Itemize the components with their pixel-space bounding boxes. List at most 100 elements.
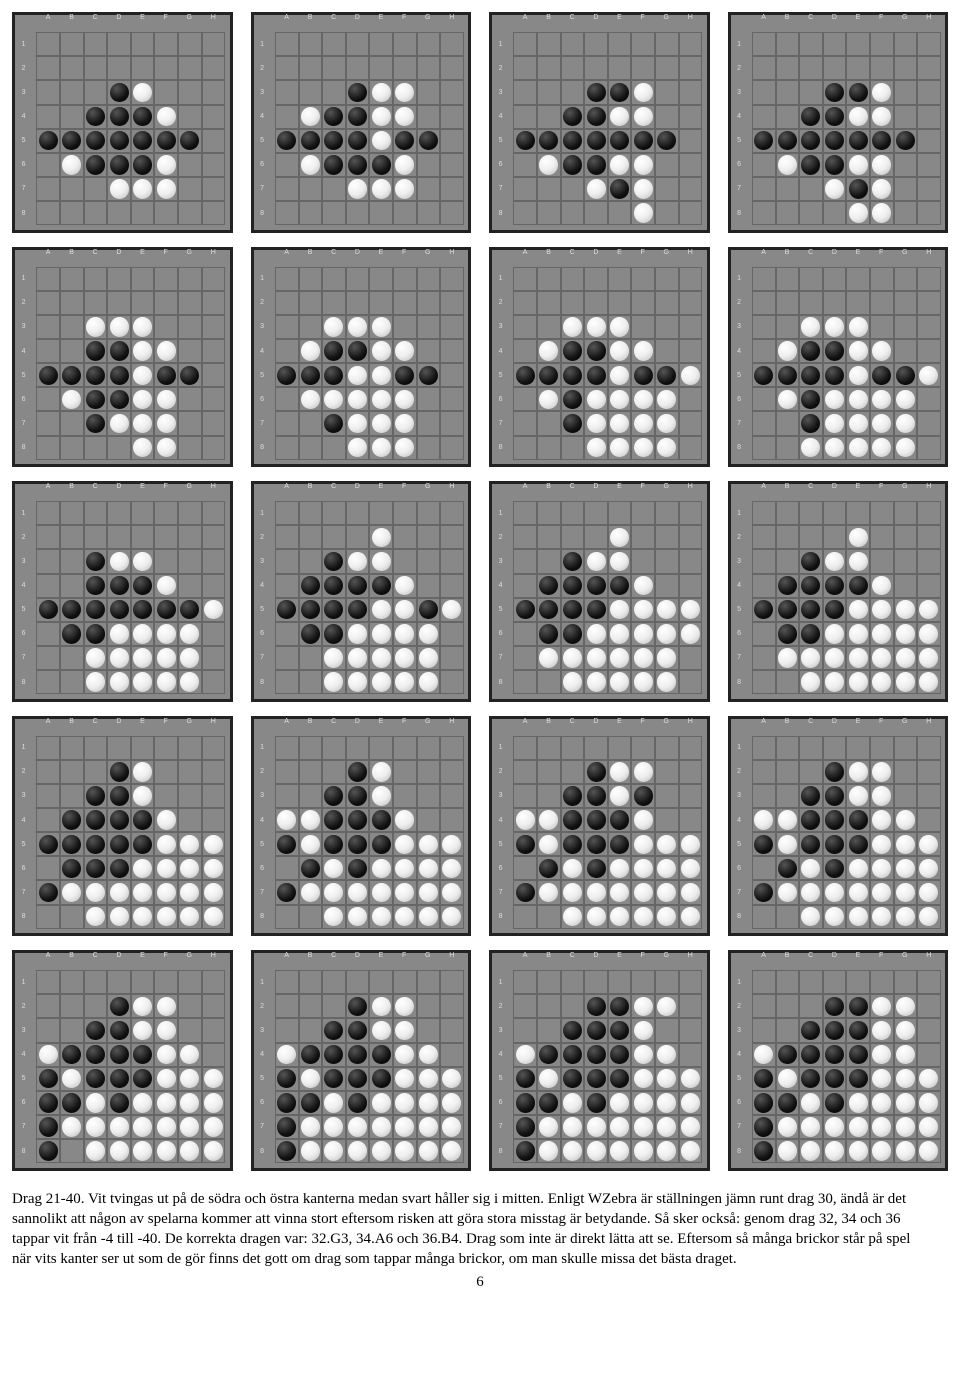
white-disc	[539, 390, 558, 409]
white-disc	[634, 576, 653, 595]
cell	[870, 880, 894, 904]
cell	[84, 315, 108, 339]
cell	[870, 501, 894, 525]
cell	[60, 201, 84, 225]
cell	[346, 1115, 370, 1139]
white-disc	[681, 1069, 700, 1088]
cell	[202, 1067, 226, 1091]
black-disc	[587, 786, 606, 805]
black-disc	[610, 83, 629, 102]
cell	[417, 267, 441, 291]
cell	[894, 574, 918, 598]
othello-board: ABCDEFGH12345678	[251, 247, 472, 468]
cell	[417, 1115, 441, 1139]
cell	[202, 970, 226, 994]
cell	[631, 363, 655, 387]
black-disc	[587, 576, 606, 595]
white-disc	[634, 414, 653, 433]
white-disc	[634, 835, 653, 854]
cell	[631, 1115, 655, 1139]
cell	[393, 970, 417, 994]
black-disc	[657, 366, 676, 385]
white-disc	[849, 883, 868, 902]
cell	[631, 177, 655, 201]
cell	[894, 598, 918, 622]
cell	[322, 56, 346, 80]
black-disc	[872, 366, 891, 385]
cell	[513, 646, 537, 670]
white-disc	[204, 859, 223, 878]
cell	[154, 905, 178, 929]
cell	[608, 1067, 632, 1091]
cell	[84, 646, 108, 670]
cell	[417, 363, 441, 387]
cell	[440, 1091, 464, 1115]
cell	[823, 129, 847, 153]
white-disc	[634, 907, 653, 926]
white-disc	[778, 390, 797, 409]
cell	[60, 574, 84, 598]
black-disc	[587, 859, 606, 878]
white-disc	[133, 390, 152, 409]
white-disc	[610, 762, 629, 781]
white-disc	[180, 624, 199, 643]
cell	[178, 622, 202, 646]
white-disc	[610, 624, 629, 643]
cell	[178, 525, 202, 549]
white-disc	[634, 762, 653, 781]
cell	[752, 970, 776, 994]
black-disc	[801, 414, 820, 433]
cell	[679, 105, 703, 129]
cell	[84, 387, 108, 411]
cell	[655, 80, 679, 104]
cell	[513, 1139, 537, 1163]
cell	[36, 646, 60, 670]
white-disc	[372, 528, 391, 547]
cell	[369, 1091, 393, 1115]
cell	[440, 56, 464, 80]
cell	[417, 1018, 441, 1042]
cell	[776, 736, 800, 760]
cell	[655, 201, 679, 225]
cell	[799, 646, 823, 670]
cell	[870, 905, 894, 929]
white-disc	[849, 672, 868, 691]
cell	[346, 994, 370, 1018]
white-disc	[919, 1141, 938, 1160]
cell	[202, 646, 226, 670]
white-disc	[657, 907, 676, 926]
white-disc	[419, 648, 438, 667]
cell	[584, 339, 608, 363]
cell	[369, 970, 393, 994]
cell	[202, 129, 226, 153]
cell	[369, 80, 393, 104]
white-disc	[348, 1117, 367, 1136]
cell	[393, 808, 417, 832]
cell	[322, 387, 346, 411]
cell	[154, 1091, 178, 1115]
cell	[60, 411, 84, 435]
cell	[299, 363, 323, 387]
cell	[131, 736, 155, 760]
cell	[84, 411, 108, 435]
white-disc	[587, 317, 606, 336]
cell	[60, 905, 84, 929]
cell	[346, 525, 370, 549]
cell	[84, 784, 108, 808]
cell	[823, 105, 847, 129]
cell	[799, 1018, 823, 1042]
cell	[752, 1067, 776, 1091]
black-disc	[801, 624, 820, 643]
cell	[346, 315, 370, 339]
white-disc	[634, 438, 653, 457]
cell	[679, 1115, 703, 1139]
cell	[608, 736, 632, 760]
cell	[60, 32, 84, 56]
black-disc	[348, 341, 367, 360]
cell	[561, 291, 585, 315]
cell	[369, 832, 393, 856]
cell	[917, 549, 941, 573]
black-disc	[539, 131, 558, 150]
cell	[917, 1139, 941, 1163]
cell	[178, 32, 202, 56]
